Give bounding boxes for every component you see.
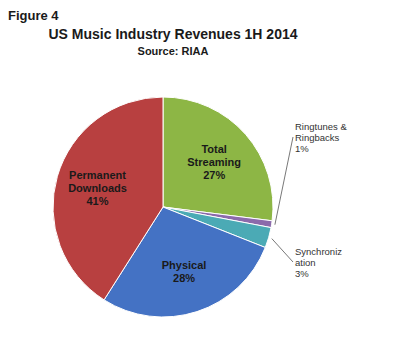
svg-text:TotalStreaming27%: TotalStreaming27% <box>187 143 241 181</box>
svg-text:Synchronization3%: Synchronization3% <box>295 246 342 279</box>
svg-text:Physical28%: Physical28% <box>162 259 207 284</box>
html-text:Source: RIAA: Source: RIAA <box>137 45 209 57</box>
html-text:Figure 4: Figure 4 <box>8 8 59 23</box>
html-text:US Music Industry Revenues 1H: US Music Industry Revenues 1H 2014 <box>48 26 298 42</box>
svg-text:Ringtunes &Ringbacks1%: Ringtunes &Ringbacks1% <box>295 121 347 154</box>
svg-text:PermanentDownloads41%: PermanentDownloads41% <box>68 169 127 207</box>
